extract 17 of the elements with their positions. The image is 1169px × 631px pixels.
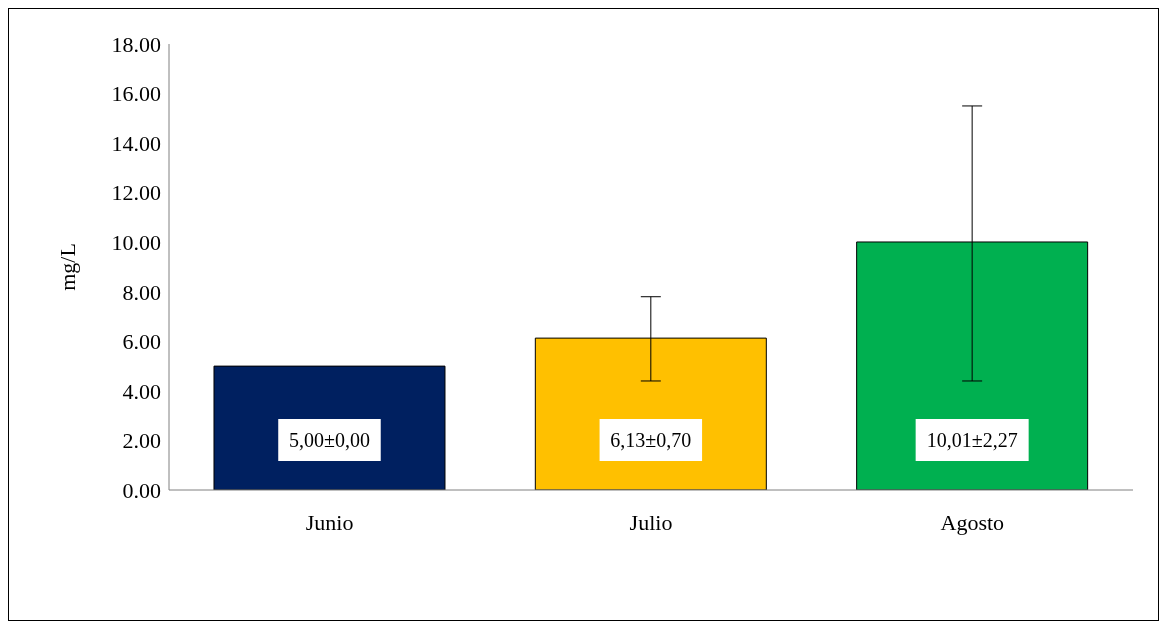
data-label: 6,13±0,70 [610,429,692,451]
y-tick-label: 10.00 [111,230,161,256]
x-tick-label: Junio [305,509,354,535]
y-tick-label: 6.00 [122,329,161,355]
data-label: 5,00±0,00 [288,429,370,451]
y-tick-label: 14.00 [111,130,161,156]
data-label: 10,01±2,27 [926,429,1018,451]
y-tick-label: 2.00 [122,428,161,454]
y-tick-label: 4.00 [122,378,161,404]
y-axis-title: mg/L [54,243,80,291]
y-tick-label: 16.00 [111,81,161,107]
y-tick-label: 12.00 [111,180,161,206]
y-tick-label: 18.00 [111,31,161,57]
x-tick-label: Agosto [940,509,1005,535]
x-tick-label: Julio [629,509,673,535]
y-tick-label: 8.00 [122,279,161,305]
y-tick-label: 0.00 [122,477,161,503]
